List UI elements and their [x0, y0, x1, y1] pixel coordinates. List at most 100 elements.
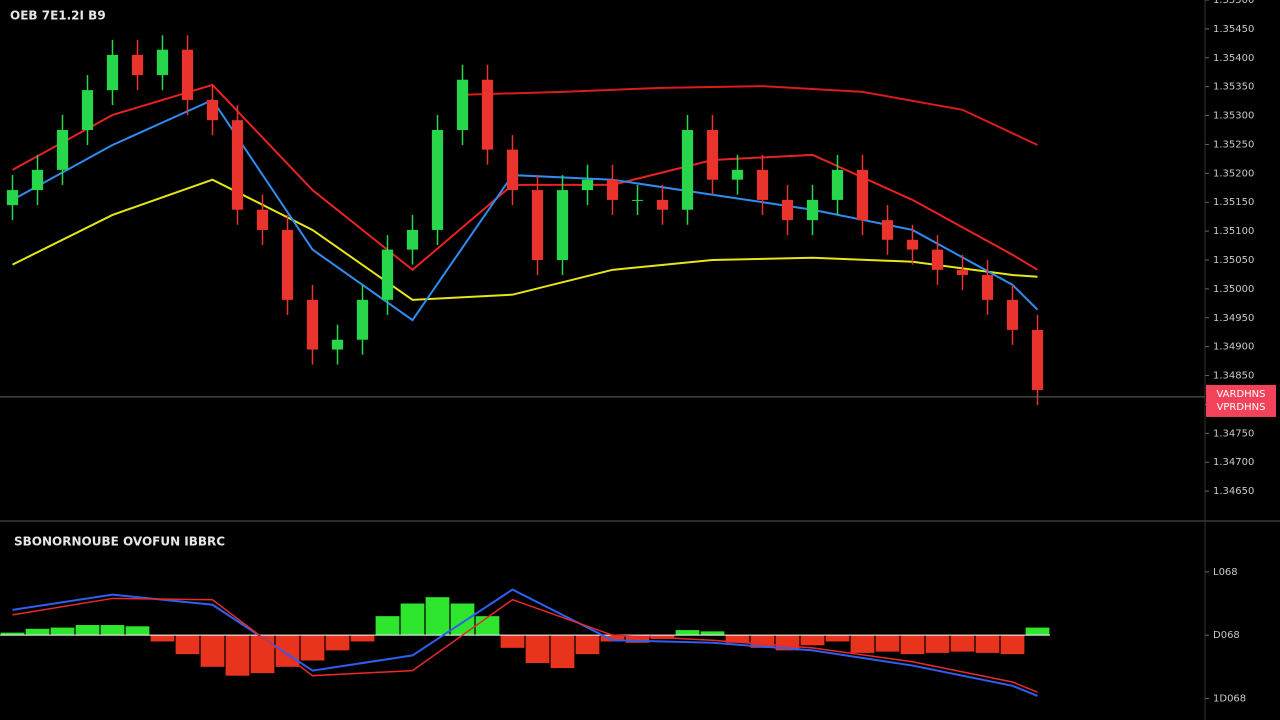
current-price-time: VPRDHNS — [1217, 402, 1266, 413]
chart-title: OEB 7E1.2I B9 — [10, 9, 106, 23]
histogram-bar — [125, 626, 150, 636]
candle-body — [506, 149, 519, 191]
y-tick-label: 1.35350 — [1213, 82, 1254, 93]
histogram-bar — [700, 631, 725, 636]
candle-body — [156, 49, 169, 76]
histogram-bar — [25, 628, 50, 636]
histogram-bar — [575, 635, 600, 655]
candle-body — [906, 239, 919, 250]
histogram-bar — [975, 635, 1000, 653]
y-tick-label: 1.35250 — [1213, 139, 1254, 150]
y-tick-label: 1.35500 — [1213, 0, 1254, 6]
moving-average-line — [462, 85, 1038, 146]
histogram-bar — [350, 635, 375, 642]
histogram-bar — [400, 603, 425, 636]
signal-line — [12, 597, 1038, 693]
histogram-bar — [550, 635, 575, 669]
macd-line — [12, 588, 1038, 697]
candle-body — [956, 269, 969, 276]
candle-body — [656, 199, 669, 210]
candle-body — [406, 229, 419, 250]
histogram-bar — [525, 635, 550, 664]
current-price-box — [1206, 384, 1276, 417]
histogram-bar — [475, 616, 500, 636]
histogram-bar — [250, 635, 275, 674]
candle-body — [556, 190, 569, 260]
candle-body — [331, 339, 344, 350]
histogram-bar — [1000, 635, 1025, 655]
candle-body — [881, 220, 894, 240]
candle-body — [231, 120, 244, 210]
histogram-bar — [600, 635, 625, 642]
candle-body — [256, 209, 269, 230]
histogram-bar — [875, 635, 900, 652]
histogram-bar — [100, 625, 125, 636]
candle-body — [931, 249, 944, 270]
histogram-bar — [900, 635, 925, 655]
indicator-title: SBONORNOUBE OVOFUN IBBRC — [14, 535, 225, 549]
candle-body — [81, 90, 94, 130]
candle-body — [431, 130, 444, 230]
y-tick-label: 1.35000 — [1213, 284, 1254, 295]
y-tick-label: 1D068 — [1213, 693, 1246, 704]
y-tick-label: L068 — [1213, 567, 1238, 578]
candle-body — [206, 99, 219, 121]
y-tick-label: 1.35400 — [1213, 53, 1254, 64]
candle-body — [981, 275, 994, 300]
candle-body — [856, 169, 869, 221]
histogram-bar — [675, 630, 700, 636]
y-tick-label: 1.35050 — [1213, 255, 1254, 266]
candle-body — [456, 79, 469, 130]
candle-body — [581, 179, 594, 191]
current-price-label: VARDHNS — [1216, 389, 1265, 400]
y-tick-label: 1.34850 — [1213, 371, 1254, 382]
histogram-bar — [1025, 627, 1050, 636]
histogram-bar — [800, 635, 825, 646]
candle-body — [731, 169, 744, 180]
candle-body — [806, 199, 819, 221]
candle-body — [1031, 329, 1044, 390]
candle-body — [356, 299, 369, 340]
y-tick-label: 1.34950 — [1213, 313, 1254, 324]
histogram-bar — [500, 635, 525, 648]
y-tick-label: D068 — [1213, 630, 1240, 641]
candle-body — [281, 229, 294, 300]
candle-body — [481, 79, 494, 150]
y-tick-label: 1.35200 — [1213, 168, 1254, 179]
histogram-bar — [450, 603, 475, 636]
histogram-bar — [225, 635, 250, 676]
candle-body — [31, 169, 44, 191]
histogram-bar — [325, 635, 350, 651]
candle-body — [606, 179, 619, 200]
histogram-bar — [850, 635, 875, 653]
histogram-bar — [300, 635, 325, 661]
histogram-bar — [725, 635, 750, 643]
candle-body — [831, 169, 844, 200]
candle-body — [6, 190, 19, 206]
candle-body — [631, 199, 644, 201]
y-tick-label: 1.34900 — [1213, 342, 1254, 353]
histogram-bar — [150, 635, 175, 642]
y-tick-label: 1.35450 — [1213, 24, 1254, 35]
histogram-bar — [425, 597, 450, 636]
candle-body — [681, 130, 694, 210]
histogram-bar — [625, 635, 650, 643]
candle-body — [781, 199, 794, 221]
candle-body — [381, 249, 394, 300]
histogram-bar — [75, 625, 100, 636]
candle-body — [706, 130, 719, 180]
candle-body — [1006, 299, 1019, 330]
y-tick-label: 1.34650 — [1213, 486, 1254, 497]
y-tick-label: 1.35100 — [1213, 226, 1254, 237]
candle-body — [181, 49, 194, 100]
candle-body — [306, 299, 319, 350]
candle-body — [756, 169, 769, 200]
histogram-bar — [375, 616, 400, 636]
histogram-bar — [825, 635, 850, 642]
histogram-bar — [0, 632, 25, 636]
y-tick-label: 1.35150 — [1213, 197, 1254, 208]
y-tick-label: 1.34700 — [1213, 457, 1254, 468]
histogram-bar — [950, 635, 975, 652]
